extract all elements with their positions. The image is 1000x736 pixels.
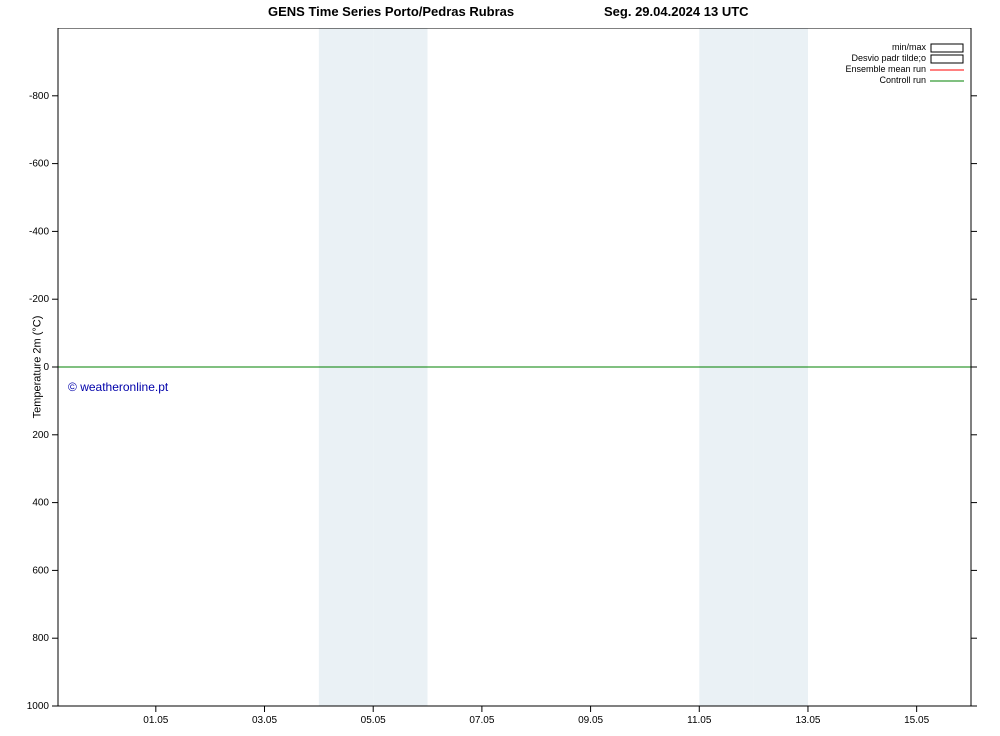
legend-item: Controll run xyxy=(845,75,964,86)
svg-text:0: 0 xyxy=(43,362,49,373)
legend-label: min/max xyxy=(892,42,926,53)
legend-item: Ensemble mean run xyxy=(845,64,964,75)
legend-swatch xyxy=(930,76,964,86)
legend-item: min/max xyxy=(845,42,964,53)
svg-text:1000: 1000 xyxy=(27,701,50,712)
svg-text:07.05: 07.05 xyxy=(469,715,494,726)
svg-text:15.05: 15.05 xyxy=(904,715,929,726)
svg-text:-600: -600 xyxy=(29,159,49,170)
svg-text:03.05: 03.05 xyxy=(252,715,277,726)
svg-text:200: 200 xyxy=(32,430,49,441)
title-left: GENS Time Series Porto/Pedras Rubras xyxy=(268,4,514,19)
svg-text:01.05: 01.05 xyxy=(143,715,168,726)
svg-text:-800: -800 xyxy=(29,91,49,102)
legend-label: Desvio padr tilde;o xyxy=(851,53,926,64)
svg-text:09.05: 09.05 xyxy=(578,715,603,726)
svg-text:400: 400 xyxy=(32,498,49,509)
legend-label: Ensemble mean run xyxy=(845,64,926,75)
svg-text:11.05: 11.05 xyxy=(687,715,712,726)
chart-titles: GENS Time Series Porto/Pedras Rubras Seg… xyxy=(0,4,1000,22)
y-axis-label: Temperature 2m (°C) xyxy=(31,316,43,419)
svg-text:600: 600 xyxy=(32,565,49,576)
svg-text:800: 800 xyxy=(32,633,49,644)
svg-text:-200: -200 xyxy=(29,294,49,305)
svg-text:13.05: 13.05 xyxy=(795,715,820,726)
title-right: Seg. 29.04.2024 13 UTC xyxy=(604,4,749,19)
svg-text:-400: -400 xyxy=(29,226,49,237)
legend-item: Desvio padr tilde;o xyxy=(845,53,964,64)
legend-swatch xyxy=(930,43,964,53)
legend: min/maxDesvio padr tilde;oEnsemble mean … xyxy=(845,42,964,86)
plot-area: -800-600-400-2000200400600800100001.0503… xyxy=(58,28,971,706)
svg-text:05.05: 05.05 xyxy=(361,715,386,726)
legend-label: Controll run xyxy=(879,75,926,86)
legend-swatch xyxy=(930,65,964,75)
legend-swatch xyxy=(930,54,964,64)
watermark: © weatheronline.pt xyxy=(68,380,168,394)
